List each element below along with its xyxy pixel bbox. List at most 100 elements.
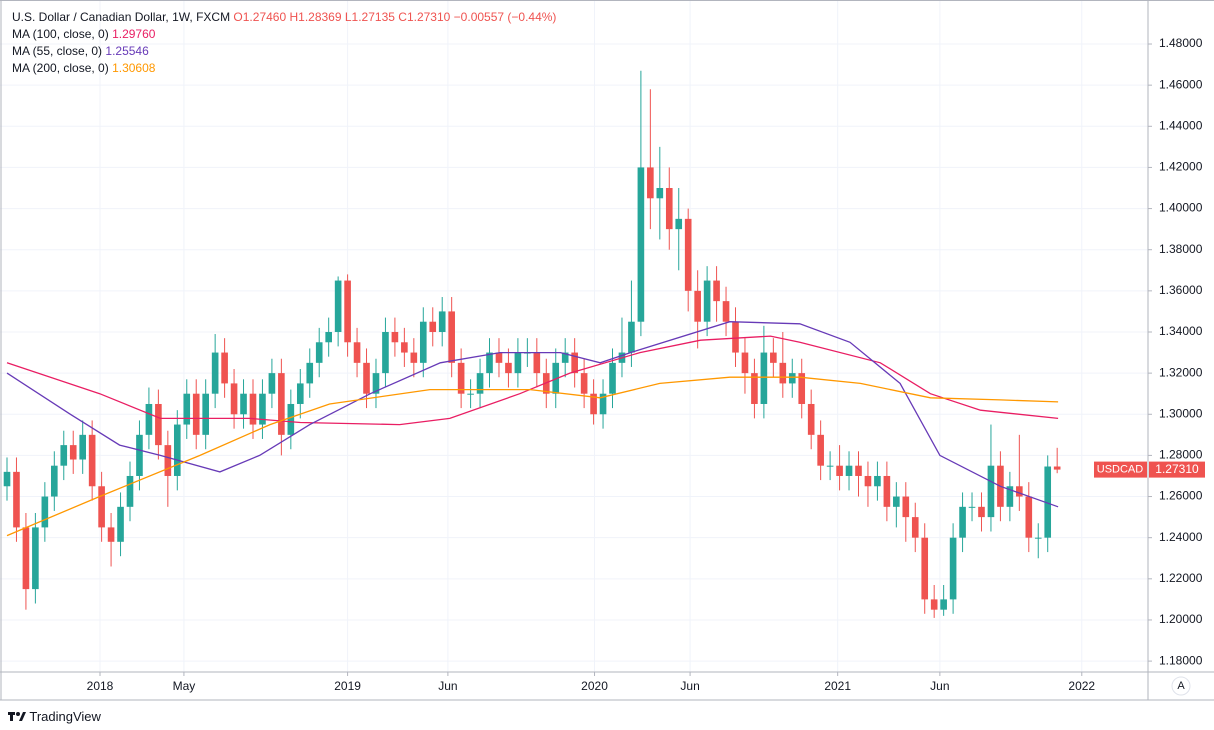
ma-line [6, 335, 1059, 426]
candle-body [363, 362, 370, 394]
candle-body [978, 506, 985, 518]
candle-body [807, 403, 815, 435]
ma-last: 1.29760 [112, 27, 156, 41]
candle-body [949, 537, 957, 600]
candle-body [533, 352, 541, 374]
candle-body [713, 280, 720, 302]
y-tick-label: 1.46000 [1159, 77, 1203, 91]
candle-body [476, 373, 484, 394]
auto-scale-label: A [1177, 680, 1185, 692]
candle-body [770, 352, 777, 363]
candle-body [647, 167, 654, 199]
candle-body [514, 352, 522, 374]
candle-body [221, 352, 228, 384]
y-tick-label: 1.20000 [1159, 612, 1203, 626]
candle-body [902, 496, 910, 518]
header-line: U.S. Dollar / Canadian Dollar, 1W, FXCM … [12, 9, 556, 26]
candle-body [665, 188, 673, 230]
candle-body [1044, 466, 1052, 538]
ma-name: MA (55, close, 0) [12, 44, 103, 58]
candle-body [590, 393, 597, 415]
candle-body [893, 496, 900, 507]
candle-body [69, 445, 77, 460]
candle-body [703, 280, 711, 322]
candle-body [486, 352, 493, 374]
candle-body [22, 527, 30, 590]
legend: U.S. Dollar / Canadian Dollar, 1W, FXCM … [12, 9, 556, 77]
candle-body [959, 506, 966, 538]
candle-body [722, 301, 730, 322]
candle-body [779, 362, 787, 384]
ma-last: 1.30608 [112, 61, 156, 75]
candle-body [211, 352, 219, 394]
y-tick-label: 1.22000 [1159, 571, 1203, 585]
candle-body [760, 352, 768, 404]
candle-body [419, 321, 427, 363]
candle-body [98, 486, 105, 528]
candle-body [1016, 486, 1023, 497]
candle-body [136, 434, 143, 476]
y-tick-label: 1.34000 [1159, 324, 1203, 338]
candle-body [344, 280, 351, 343]
candle-body [656, 188, 664, 199]
x-tick-label: Jun [438, 679, 457, 693]
candle-body [410, 352, 418, 363]
ma-last: 1.25546 [105, 44, 149, 58]
candle-body [968, 506, 976, 508]
y-tick-label: 1.24000 [1159, 530, 1203, 544]
candle-body [126, 475, 134, 507]
candle-body [183, 393, 191, 425]
candle-body [1034, 537, 1042, 539]
candle-body [741, 352, 749, 374]
ma-legend: MA (55, close, 0) 1.25546 [12, 43, 556, 60]
candle-body [1006, 486, 1014, 507]
brand: TradingView [8, 709, 101, 724]
candle-body [580, 373, 588, 394]
candle-body [826, 465, 834, 467]
candle-body [107, 527, 115, 542]
candle-body [287, 403, 295, 435]
candle-body [202, 393, 209, 435]
candle-body [173, 424, 181, 476]
y-tick-label: 1.48000 [1159, 36, 1203, 50]
candle-body [874, 475, 881, 487]
candle-body [637, 167, 645, 322]
candle-body [79, 434, 87, 460]
candle-body [268, 373, 276, 394]
candle-body [467, 393, 474, 395]
candle-body [798, 373, 806, 404]
candle-body [561, 352, 569, 363]
candle-body [571, 352, 578, 374]
candle-body [675, 218, 683, 230]
x-tick-label: 2022 [1068, 679, 1095, 693]
candle-body [401, 342, 408, 353]
candle-body [495, 352, 503, 363]
candle-body [353, 342, 361, 363]
candle-body [32, 527, 39, 590]
symbol-badge [1094, 461, 1147, 478]
price-badge [1149, 461, 1205, 478]
ohlc-low: L1.27135 [344, 10, 395, 24]
candle-body [88, 434, 96, 487]
candle-body [240, 393, 247, 415]
price-label: 1.27310 [1155, 462, 1199, 476]
ma-legend: MA (200, close, 0) 1.30608 [12, 60, 556, 77]
y-tick-label: 1.26000 [1159, 489, 1203, 503]
candle-body [429, 321, 437, 332]
candle-body [249, 393, 257, 425]
auto-scale-button[interactable] [1171, 676, 1191, 696]
ohlc-change: −0.00557 (−0.44%) [453, 10, 557, 24]
candle-body [192, 393, 200, 435]
x-tick-label: 2020 [581, 679, 608, 693]
candle-body [259, 393, 266, 425]
y-tick-label: 1.28000 [1159, 448, 1203, 462]
candle-body [930, 599, 938, 610]
x-tick-label: May [173, 679, 196, 693]
candle-body [1053, 466, 1061, 470]
candle-body [50, 465, 58, 497]
brand-name: TradingView [29, 709, 101, 724]
y-tick-label: 1.32000 [1159, 365, 1203, 379]
candle-body [391, 331, 399, 343]
candle-body [296, 383, 304, 404]
candle-body [751, 373, 758, 404]
